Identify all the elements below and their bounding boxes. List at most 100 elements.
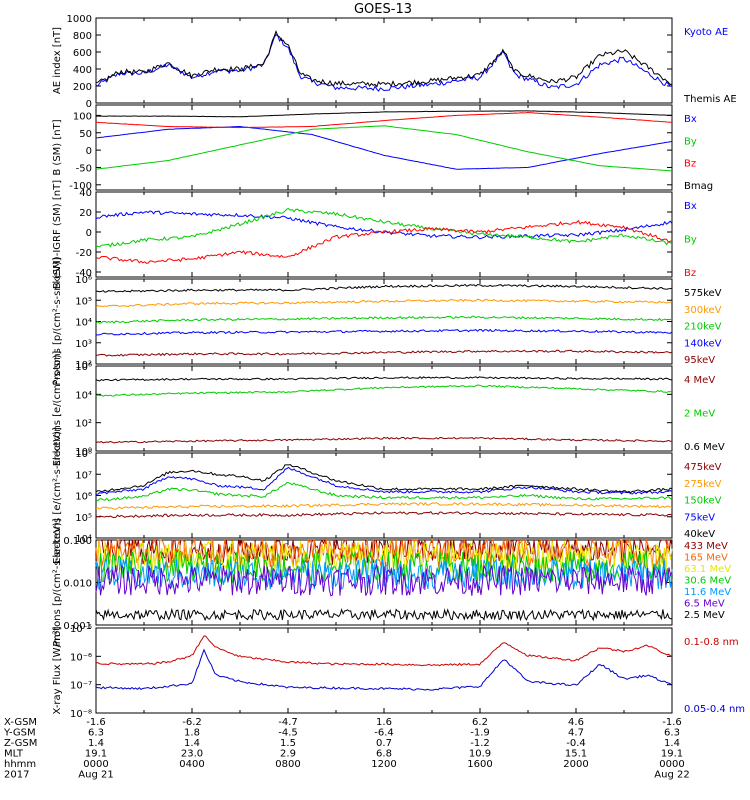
legend: 0.1-0.8 nm 0.05-0.4 nm xyxy=(684,637,745,715)
legend-entry: 95keV xyxy=(684,355,715,366)
legend-entry: By xyxy=(684,136,697,147)
y-axis-label: Electrons [e/(cm²-s-sr)] xyxy=(52,351,63,467)
series-group xyxy=(95,376,673,444)
x-axis-row-label: MLT xyxy=(4,749,24,760)
x-axis-value: Aug 21 xyxy=(78,770,113,781)
panel-frame xyxy=(95,452,673,539)
x-axis-value: 1.8 xyxy=(184,728,200,739)
series-line-11-6-mev xyxy=(95,558,673,591)
series-line-bmag xyxy=(96,110,673,118)
legend-entry: 2.5 MeV xyxy=(684,610,725,621)
series-line-bz xyxy=(96,111,673,129)
panel-ae: 0 200 400 600 800 1000 AE index [nT] Kyoto AE Th… xyxy=(52,14,737,110)
y-tick-label: 200 xyxy=(73,82,92,93)
legend-entry: 6.5 MeV xyxy=(684,599,725,610)
y-tick-label: 10⁶ xyxy=(75,275,92,286)
y-tick-label: -40 xyxy=(76,268,92,279)
legend: 475keV 275keV 150keV 75keV 40keV xyxy=(684,462,722,540)
series-line-0-1-0-8-nm xyxy=(95,635,673,667)
legend-entry: 11.6 MeV xyxy=(684,587,731,598)
x-axis-value: -1.6 xyxy=(662,717,682,728)
legend-entry: 63.1 MeV xyxy=(684,564,731,575)
series-line-40kev xyxy=(95,464,673,494)
legend-entry: 75keV xyxy=(684,512,715,523)
panel-frame xyxy=(95,627,673,714)
legend-entry: 433 MeV xyxy=(684,541,728,552)
x-axis-value: -0.4 xyxy=(566,738,586,749)
y-tick-label: 10⁶ xyxy=(75,492,92,503)
plot-title: GOES-13 xyxy=(354,2,412,17)
x-axis-value: 2.9 xyxy=(280,749,296,760)
series-group xyxy=(95,208,673,264)
x-axis-value: -4.5 xyxy=(278,728,298,739)
y-tick-label: 10⁻⁷ xyxy=(70,681,92,692)
y-tick-label: 10⁻⁶ xyxy=(70,652,92,663)
x-axis-table: X-GSM -1.6 -6.2 -4.7 1.6 6.2 4.6 -1.6Y-GSM 6.3 1.… xyxy=(3,717,690,781)
panel-frame xyxy=(95,191,673,278)
x-axis-value: -4.7 xyxy=(278,717,298,728)
x-axis-value: 0400 xyxy=(179,759,204,770)
x-axis-value: 10.9 xyxy=(469,749,491,760)
x-axis-row-label: Y-GSM xyxy=(3,728,36,739)
y-axis-label: AE index [nT] xyxy=(52,27,63,94)
x-axis-value: 1.4 xyxy=(184,738,200,749)
series-line-210kev xyxy=(95,315,673,324)
panel-bsm-igrf: -40 -20 0 20 40 B (SM)-IGRF (SM) [nT] Bx By Bz xyxy=(52,180,697,289)
legend-entry: 4 MeV xyxy=(684,375,715,386)
y-tick-label: 0.010 xyxy=(63,579,92,590)
x-axis-value: 19.1 xyxy=(661,749,683,760)
y-tick-label: 0 xyxy=(86,146,92,157)
x-axis-value: -1.9 xyxy=(470,728,490,739)
x-axis-value: 1600 xyxy=(467,759,492,770)
legend-entry: Bz xyxy=(684,268,696,279)
legend-entry: Bz xyxy=(684,159,696,170)
legend-entry: Bx xyxy=(684,114,697,125)
x-axis-value: 0800 xyxy=(275,759,300,770)
y-tick-label: 10⁴ xyxy=(75,318,92,329)
legend-entry: Themis AE xyxy=(683,94,737,105)
panel-electrons-mageds: 10⁴ 10⁵ 10⁶ 10⁷ 10⁸ Electrons [e/(cm²-s-sr-ke… xyxy=(52,427,722,564)
y-axis-label: X-ray Flux [W/m²] xyxy=(52,626,63,714)
series-line-2-5-mev xyxy=(95,607,672,622)
y-tick-label: 600 xyxy=(73,48,92,59)
x-axis-value: -6.2 xyxy=(182,717,202,728)
series-line-95kev xyxy=(95,349,673,357)
y-tick-label: 10⁰ xyxy=(75,447,92,458)
series-group xyxy=(95,538,673,622)
series-group xyxy=(95,635,673,691)
y-tick-label: 100 xyxy=(73,111,92,122)
series-group xyxy=(95,29,673,92)
y-tick-label: 10² xyxy=(75,360,92,371)
series-line-0-6-mev xyxy=(95,376,672,382)
x-axis-value: 4.6 xyxy=(568,717,584,728)
series-line-475kev xyxy=(95,511,673,519)
x-axis-value: 1.6 xyxy=(376,717,392,728)
legend-entry: 0.05-0.4 nm xyxy=(684,704,745,715)
series-group xyxy=(95,283,673,357)
series-line-4-mev xyxy=(95,436,673,444)
legend-entry: Bx xyxy=(684,201,697,212)
x-axis-value: 6.3 xyxy=(664,728,680,739)
series-line-bx xyxy=(95,126,673,170)
series-line-kyoto-ae xyxy=(95,33,673,92)
legend: 4 MeV 2 MeV 0.6 MeV xyxy=(684,375,725,453)
y-tick-label: 50 xyxy=(79,129,92,140)
y-axis-label: B (SM)-IGRF (SM) [nT] xyxy=(52,180,63,289)
x-axis-row-label: Z-GSM xyxy=(4,738,37,749)
legend-entry: 2 MeV xyxy=(684,409,715,420)
x-axis-row-label: X-GSM xyxy=(4,717,37,728)
panel-frame xyxy=(95,17,673,104)
series-line-275kev xyxy=(95,501,673,510)
x-axis-value: 2000 xyxy=(563,759,588,770)
x-axis-value: 0000 xyxy=(659,759,684,770)
y-ticks: -40 -20 0 20 40 xyxy=(76,188,672,279)
series-group xyxy=(95,110,673,172)
series-line-150kev xyxy=(95,482,673,502)
y-ticks: 10⁻⁸ 10⁻⁷ 10⁻⁶ 10⁻⁵ xyxy=(70,624,672,720)
legend: Bx By Bz Bmag xyxy=(684,114,713,192)
legend-entry: Bmag xyxy=(684,181,713,192)
x-axis-value: 6.3 xyxy=(88,728,104,739)
legend-entry: 0.6 MeV xyxy=(684,442,725,453)
x-axis-value: 6.2 xyxy=(472,717,488,728)
